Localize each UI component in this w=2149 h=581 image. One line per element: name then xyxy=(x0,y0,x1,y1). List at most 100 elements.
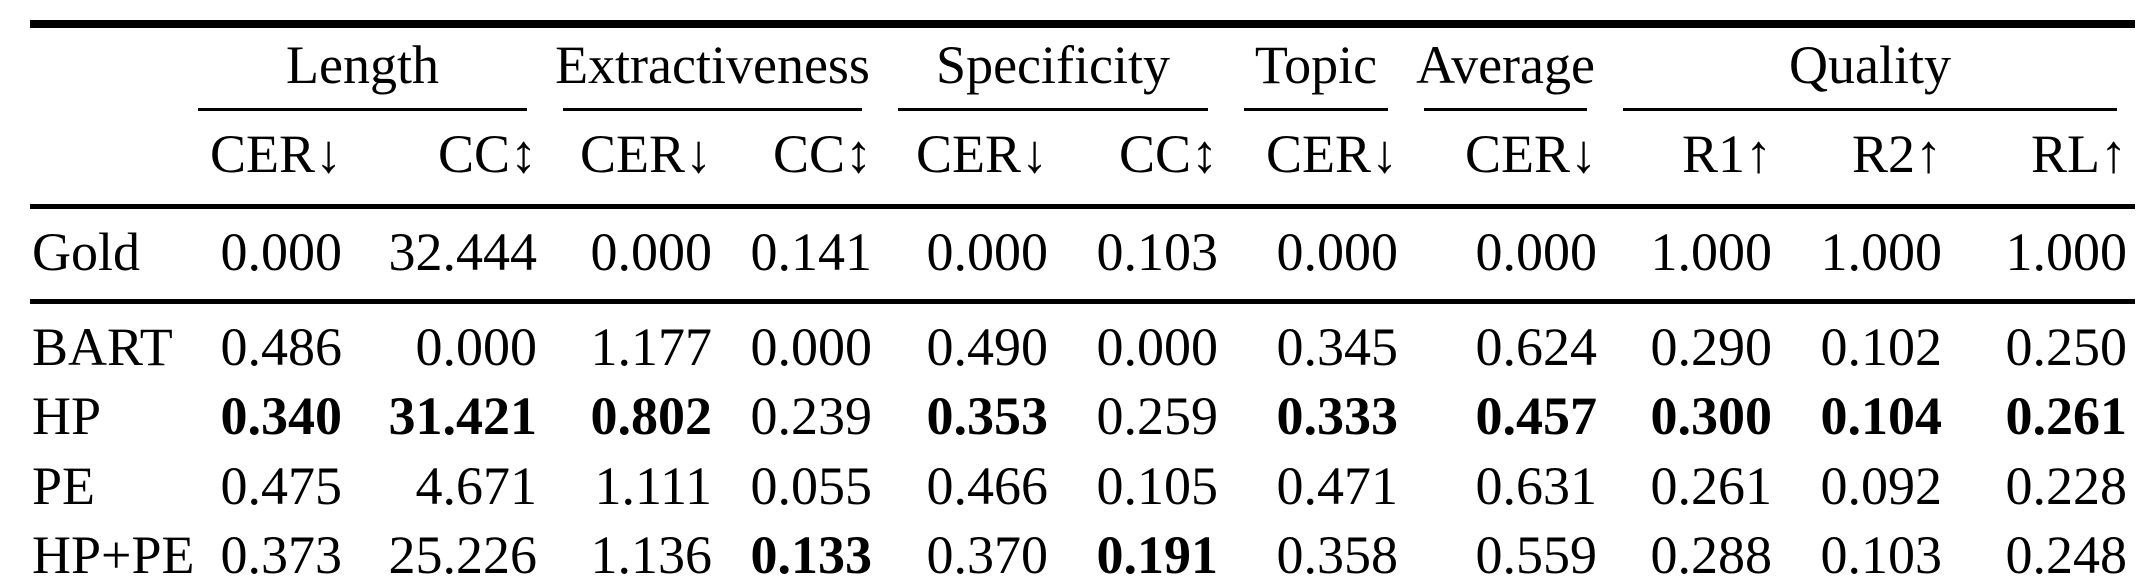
col-header-extractiveness-cc: CC↕ xyxy=(720,111,881,210)
group-title-extractiveness: Extractiveness xyxy=(555,35,870,95)
group-length: Length xyxy=(180,24,545,111)
data-cell: 0.248 xyxy=(2005,524,2128,581)
data-cell: 0.288 xyxy=(1650,524,1773,581)
corner-cell xyxy=(30,24,180,111)
group-title-length: Length xyxy=(286,35,439,95)
data-cell: 0.000 xyxy=(180,206,350,304)
table-row: PE 0.475 4.671 1.111 0.055 0.466 0.105 0.471 0.6… xyxy=(30,452,2135,521)
data-cell: 0.471 xyxy=(1276,455,1399,516)
data-cell: 0.261 xyxy=(2005,386,2128,447)
col-header-specificity-cc: CC↕ xyxy=(1056,111,1227,210)
data-cell: 0.261 xyxy=(1650,455,1773,516)
data-cell: 0.105 xyxy=(1096,455,1219,516)
row-label: BART xyxy=(32,316,173,377)
data-cell: 0.486 xyxy=(220,316,343,377)
data-cell: 0.490 xyxy=(926,316,1049,377)
group-title-quality: Quality xyxy=(1789,35,1952,95)
data-cell: 0.103 xyxy=(1056,206,1227,304)
group-topic: Topic xyxy=(1226,24,1406,111)
data-cell: 0.353 xyxy=(926,386,1049,447)
col-header-r1: R1↑ xyxy=(1605,111,1781,210)
col-header-average-cer: CER↓ xyxy=(1406,111,1606,210)
data-cell: 0.290 xyxy=(1650,316,1773,377)
group-title-topic: Topic xyxy=(1254,35,1378,95)
group-underline-length xyxy=(198,108,527,111)
table-row: BART 0.486 0.000 1.177 0.000 0.490 0.000 0.345 0… xyxy=(30,301,2135,382)
data-cell: 0.358 xyxy=(1276,524,1399,581)
data-cell: 25.226 xyxy=(388,524,538,581)
data-cell: 0.000 xyxy=(545,206,720,304)
data-cell: 0.055 xyxy=(750,455,873,516)
group-underline-quality xyxy=(1623,108,2118,111)
data-cell: 0.000 xyxy=(1096,316,1219,377)
group-title-average: Average xyxy=(1416,35,1595,95)
data-cell: 1.000 xyxy=(1605,206,1781,304)
data-cell: 0.340 xyxy=(220,386,343,447)
data-cell: 0.259 xyxy=(1096,386,1219,447)
group-title-specificity: Specificity xyxy=(936,35,1170,95)
data-cell: 0.228 xyxy=(2005,455,2128,516)
data-cell: 1.000 xyxy=(1780,206,1951,304)
group-average: Average xyxy=(1406,24,1605,111)
col-header-r2: R2↑ xyxy=(1780,111,1951,210)
data-cell: 0.141 xyxy=(720,206,881,304)
metric-header-row: CER↓ CC↕ CER↓ CC↕ CER↓ CC↕ CER↓ CER↓ R1↑… xyxy=(30,111,2136,210)
data-cell: 0.250 xyxy=(2005,316,2128,377)
group-underline-average xyxy=(1424,108,1588,111)
row-label: HP xyxy=(32,386,102,447)
group-specificity: Specificity xyxy=(880,24,1226,111)
data-cell: 0.000 xyxy=(1226,206,1407,304)
data-cell: 0.000 xyxy=(750,316,873,377)
col-header-extractiveness-cer: CER↓ xyxy=(545,111,720,210)
corner-cell xyxy=(30,111,180,210)
results-table: Length Extractiveness Specificity Topic … xyxy=(30,20,2136,581)
col-header-specificity-cer: CER↓ xyxy=(880,111,1057,210)
data-cell: 0.333 xyxy=(1276,386,1399,447)
data-cell: 0.631 xyxy=(1475,455,1598,516)
row-label: PE xyxy=(32,455,96,516)
table-row: Gold 0.000 32.444 0.000 0.141 0.000 0.103 0.000… xyxy=(30,206,2136,304)
col-header-length-cc: CC↕ xyxy=(350,111,545,210)
data-cell: 0.802 xyxy=(590,386,713,447)
group-underline-extractiveness xyxy=(563,108,863,111)
data-cell: 4.671 xyxy=(415,455,538,516)
data-cell: 31.421 xyxy=(388,386,538,447)
data-cell: 0.000 xyxy=(1406,206,1606,304)
data-cell: 0.000 xyxy=(880,206,1057,304)
group-header-row: Length Extractiveness Specificity Topic … xyxy=(30,24,2135,111)
data-cell: 0.133 xyxy=(750,524,873,581)
data-cell: 1.111 xyxy=(594,455,713,516)
col-header-topic-cer: CER↓ xyxy=(1226,111,1407,210)
data-cell: 0.239 xyxy=(750,386,873,447)
data-cell: 1.177 xyxy=(590,316,713,377)
data-cell: 0.000 xyxy=(415,316,538,377)
data-cell: 0.457 xyxy=(1475,386,1598,447)
data-cell: 0.092 xyxy=(1820,455,1943,516)
data-cell: 0.345 xyxy=(1276,316,1399,377)
gold-section: Gold 0.000 32.444 0.000 0.141 0.000 0.103 0.000… xyxy=(30,206,2136,304)
data-cell: 0.624 xyxy=(1475,316,1598,377)
data-cell: 1.136 xyxy=(590,524,713,581)
data-cell: 0.300 xyxy=(1650,386,1773,447)
table-header: Length Extractiveness Specificity Topic … xyxy=(30,24,2136,210)
data-cell: 0.102 xyxy=(1820,316,1943,377)
group-extractiveness: Extractiveness xyxy=(545,24,880,111)
data-cell: 1.000 xyxy=(1950,206,2136,304)
data-cell: 0.103 xyxy=(1820,524,1943,581)
group-quality: Quality xyxy=(1605,24,2135,111)
models-section: BART 0.486 0.000 1.177 0.000 0.490 0.000 0.345 0… xyxy=(30,301,2135,581)
col-header-length-cer: CER↓ xyxy=(180,111,350,210)
group-underline-specificity xyxy=(898,108,1209,111)
group-underline-topic xyxy=(1244,108,1389,111)
col-header-rl: RL↑ xyxy=(1950,111,2136,210)
row-label: HP+PE xyxy=(32,524,195,581)
data-cell: 0.370 xyxy=(926,524,1049,581)
data-cell: 0.104 xyxy=(1820,386,1943,447)
data-cell: 32.444 xyxy=(350,206,545,304)
data-cell: 0.466 xyxy=(926,455,1049,516)
data-cell: 0.559 xyxy=(1475,524,1598,581)
data-cell: 0.475 xyxy=(220,455,343,516)
data-cell: 0.191 xyxy=(1096,524,1219,581)
data-cell: 0.373 xyxy=(220,524,343,581)
